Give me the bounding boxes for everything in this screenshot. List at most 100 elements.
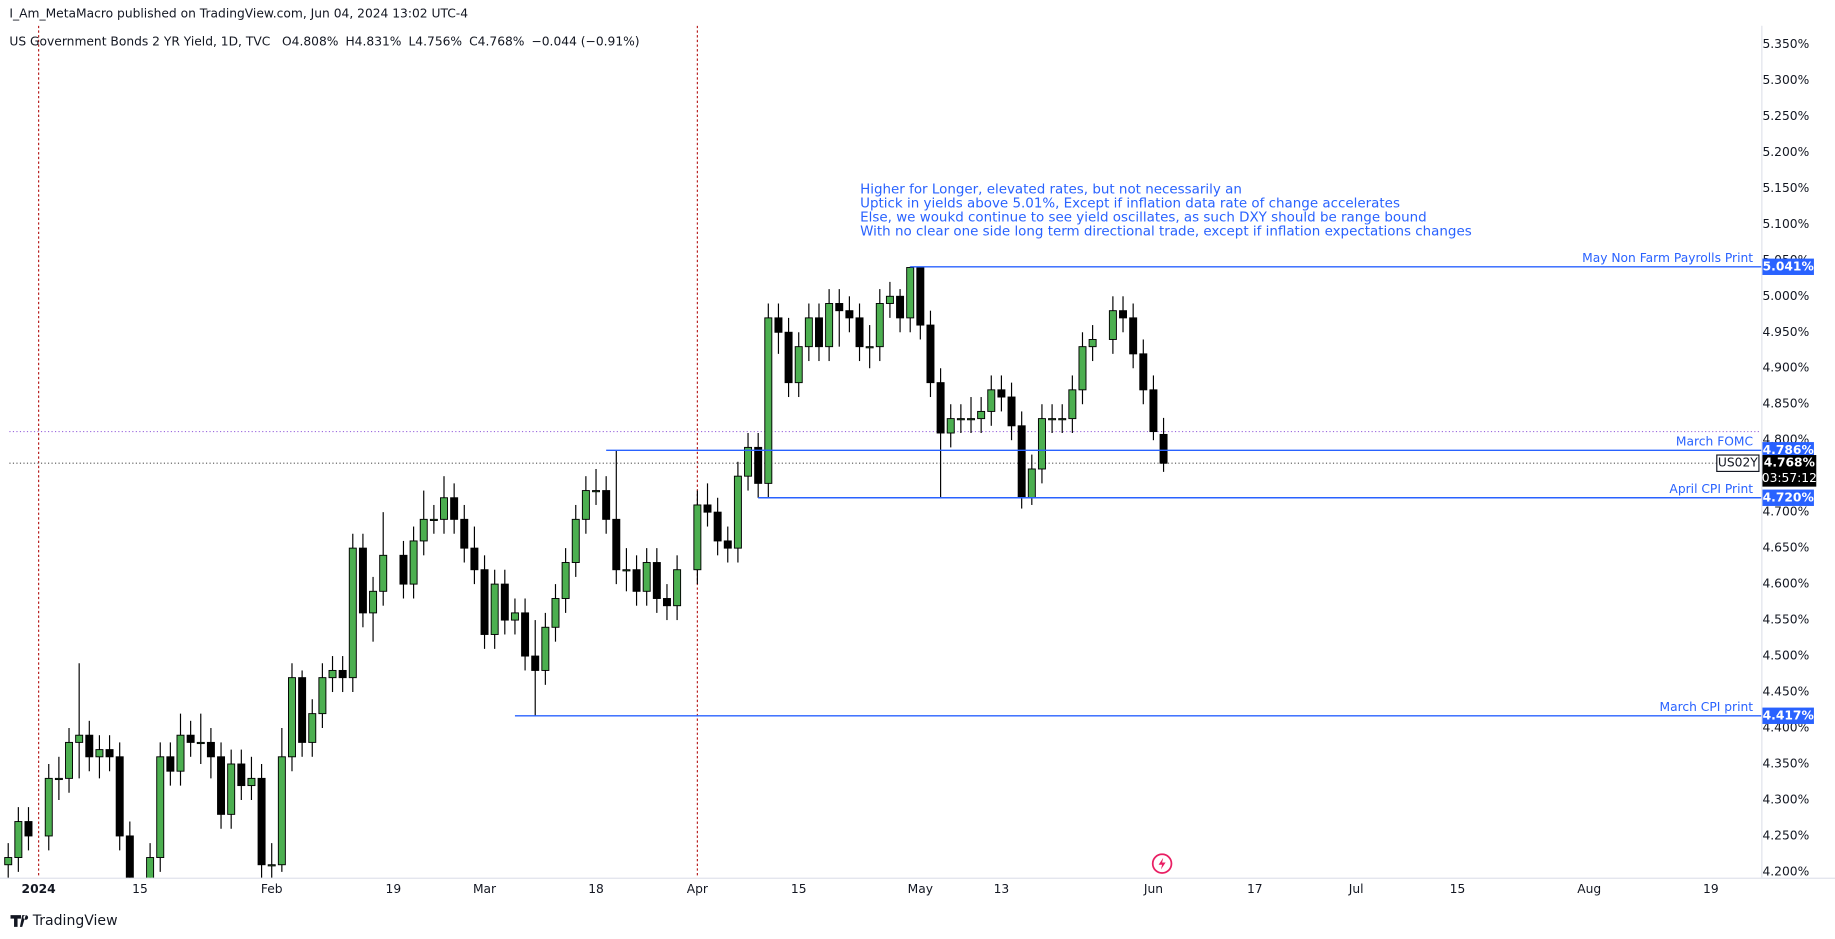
last-price-label: 4.768% xyxy=(1764,456,1815,470)
candle-body xyxy=(206,741,215,758)
level-badge-label: 4.720% xyxy=(1763,490,1814,504)
candle-body xyxy=(166,756,175,772)
candle-body xyxy=(845,310,854,319)
y-tick-label: 5.300% xyxy=(1762,73,1809,87)
candle-body xyxy=(369,590,378,614)
candle-body xyxy=(632,569,641,592)
candle-body xyxy=(581,490,590,520)
candle-body xyxy=(24,821,33,837)
candle-body xyxy=(1027,468,1036,499)
x-tick-label: 15 xyxy=(791,882,807,896)
candle-body xyxy=(784,331,793,384)
candle-body xyxy=(896,295,905,319)
y-tick-label: 5.150% xyxy=(1762,181,1809,195)
y-tick-label: 5.200% xyxy=(1762,145,1809,159)
candle-body xyxy=(14,821,23,859)
y-tick-label: 4.550% xyxy=(1762,613,1809,627)
last-price-badge xyxy=(1762,455,1817,487)
x-tick-label: Feb xyxy=(261,882,283,896)
candle-body xyxy=(1058,418,1067,421)
y-tick-label: 4.700% xyxy=(1762,505,1809,519)
replay-icon xyxy=(1151,853,1173,874)
level-name: April CPI Print xyxy=(1669,482,1753,496)
level-badge-label: 5.041% xyxy=(1763,259,1814,273)
x-tick-label: 19 xyxy=(1703,882,1719,896)
candle-body xyxy=(358,547,367,614)
countdown: 03:57:12 xyxy=(1762,471,1817,485)
symbol-badge xyxy=(1716,454,1760,473)
candle-body xyxy=(298,677,307,743)
candle-body xyxy=(328,669,337,679)
candle-body xyxy=(693,504,702,571)
y-tick-label: 4.950% xyxy=(1762,325,1809,339)
annotation: Higher for Longer, elevated rates, but n… xyxy=(860,183,1242,198)
candle-body xyxy=(379,554,388,592)
annotation: Uptick in yields above 5.01%, Except if … xyxy=(860,197,1400,212)
candle-body xyxy=(399,554,408,585)
plot-area xyxy=(4,25,1762,878)
publisher: I_Am_MetaMacro published on TradingView.… xyxy=(9,7,468,21)
candle-body xyxy=(65,741,74,779)
candle-body xyxy=(338,669,347,679)
candle-body xyxy=(875,303,884,348)
x-tick-label: 13 xyxy=(994,882,1010,896)
candle-body xyxy=(419,518,428,542)
x-tick-label: 18 xyxy=(588,882,604,896)
candle-body xyxy=(125,835,134,878)
candle-body xyxy=(450,497,459,520)
y-tick-label: 4.200% xyxy=(1762,864,1809,878)
candle-body xyxy=(885,295,894,304)
candle-body xyxy=(652,562,661,599)
y-tick-label: 4.350% xyxy=(1762,756,1809,770)
level-badge xyxy=(1762,489,1814,506)
candle-body xyxy=(936,382,945,434)
candle-body xyxy=(105,749,114,758)
candle-body xyxy=(592,490,601,493)
candle-body xyxy=(186,734,195,743)
candle-body xyxy=(967,418,975,421)
candle-body xyxy=(490,583,499,635)
candle-body xyxy=(247,777,256,787)
candle-body xyxy=(774,317,783,333)
x-tick-label: Jul xyxy=(1348,882,1364,896)
candle-body xyxy=(977,410,986,420)
candle-body xyxy=(510,612,519,621)
candle-body xyxy=(946,418,955,434)
candle-body xyxy=(855,317,864,348)
candle-body xyxy=(318,677,327,715)
candle-body xyxy=(1149,389,1158,433)
legend-item: L4.756% xyxy=(408,35,462,49)
candle-body xyxy=(95,749,104,758)
candle-body xyxy=(987,389,996,412)
level-badge xyxy=(1762,707,1814,724)
y-tick-label: 4.900% xyxy=(1762,361,1809,375)
footer-brand: TradingView xyxy=(32,913,118,929)
x-tick-label: Jun xyxy=(1143,882,1163,896)
candle-body xyxy=(521,612,530,657)
candle-body xyxy=(865,346,874,349)
level-badge xyxy=(1762,258,1814,275)
annotation: With no clear one side long term directi… xyxy=(860,225,1472,240)
level-name: March CPI print xyxy=(1659,700,1753,714)
candle-body xyxy=(1139,353,1148,391)
candle-body xyxy=(1068,389,1077,420)
candle-body xyxy=(997,389,1006,398)
footer-logo xyxy=(10,915,29,927)
candle-body xyxy=(713,511,722,542)
legend-item: C4.768% xyxy=(469,35,524,49)
legend-item: O4.808% xyxy=(282,35,338,49)
x-tick-label: 15 xyxy=(1450,882,1466,896)
candle-body xyxy=(662,598,671,607)
candle-body xyxy=(1159,433,1168,464)
candle-body xyxy=(440,497,448,520)
candle-body xyxy=(754,446,763,484)
y-tick-label: 4.650% xyxy=(1762,541,1809,555)
level-badge xyxy=(1762,442,1814,459)
candle-body xyxy=(733,475,742,549)
level-badge-label: 4.786% xyxy=(1763,443,1814,457)
y-tick-label: 4.250% xyxy=(1762,828,1809,842)
candle-body xyxy=(1088,338,1097,348)
candle-body xyxy=(54,777,63,781)
legend-item: US Government Bonds 2 YR Yield, 1D, TVC xyxy=(9,35,270,49)
